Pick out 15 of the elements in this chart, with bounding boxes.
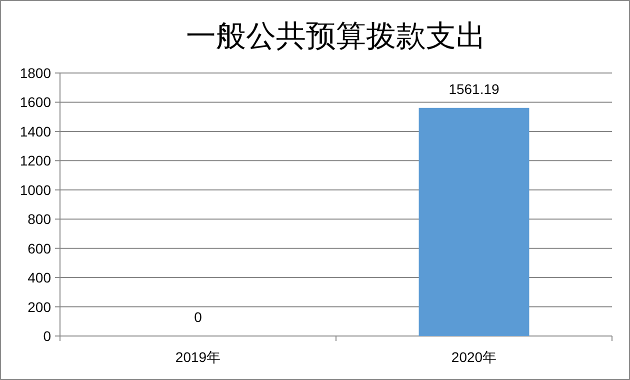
y-tick-label: 1800 [20,65,52,81]
y-tick-label: 1200 [20,152,52,169]
title: 一般公共预算拨款支出 [186,20,486,53]
data-label: 1561.19 [448,80,500,97]
data-label: 0 [194,309,202,325]
y-tick-label: 800 [28,211,52,228]
y-tick-label: 1400 [20,123,52,140]
x-tick-label: 2019年 [175,349,221,365]
x-tick-label: 2020年 [451,349,497,365]
y-tick-label: 0 [43,328,52,344]
y-tick-label: 1600 [20,94,52,110]
y-tick-label: 600 [28,240,52,256]
y-tick-label: 1000 [20,182,52,198]
y-tick-label: 400 [28,270,52,286]
y-tick-label: 200 [28,298,52,315]
